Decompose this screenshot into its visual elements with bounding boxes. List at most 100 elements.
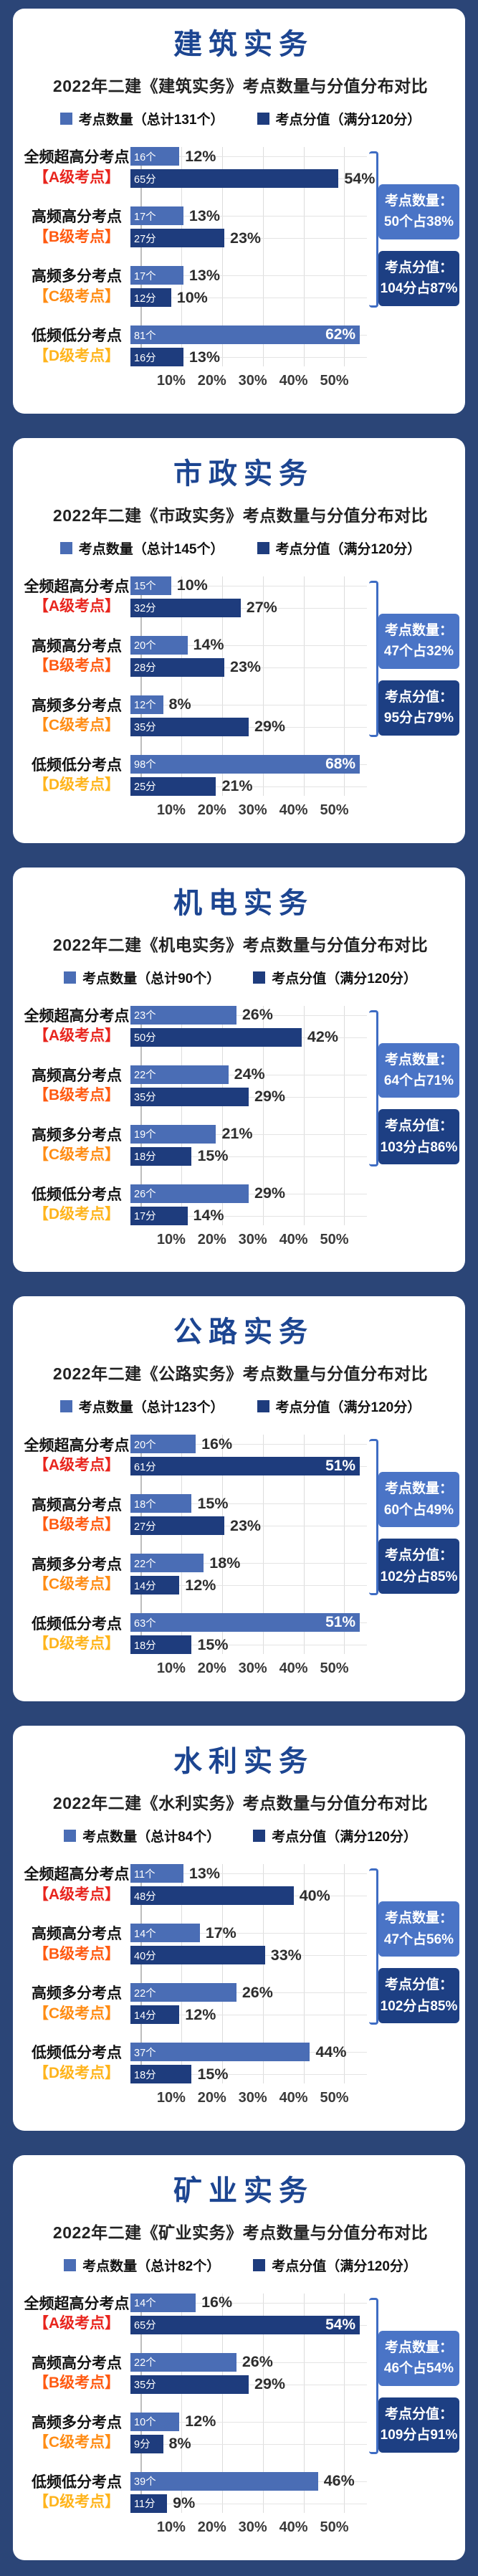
score-row: 14分 12% 12%: [130, 1576, 367, 1595]
summary-score-value: 95分占79%: [383, 710, 454, 726]
score-row: 27分 23% 23%: [130, 229, 367, 247]
category-group: 全频超高分考点 【A级考点】 23个 26% 26% 50分 42% 42%: [23, 1005, 367, 1047]
category-name: 高频高分考点: [32, 1496, 122, 1513]
summary-score-box: 考点分值： 104分占87%: [378, 250, 459, 306]
count-row: 16个 12% 12%: [130, 147, 367, 166]
category-name: 高频多分考点: [32, 698, 122, 714]
category-group: 低频低分考点 【D级考点】 63个 51% 51% 18分 15% 15%: [23, 1613, 367, 1655]
grade-label: 【D级考点】: [33, 1206, 120, 1223]
axis-tick-label: 30%: [238, 2519, 267, 2535]
category-group: 高频高分考点 【B级考点】 17个 13% 13% 27分 23% 23%: [23, 206, 367, 247]
summary-column: 考点数量： 50个占38% 考点分值： 104分占87%: [367, 147, 459, 392]
summary-score-title: 考点分值：: [384, 689, 453, 705]
count-bar: 11个 13%: [130, 1864, 183, 1883]
summary-score-box: 考点分值： 103分占86%: [378, 1109, 459, 1165]
category-group: 低频低分考点 【D级考点】 26个 29% 29% 17分 14% 14%: [23, 1184, 367, 1225]
subject-panel: 水利实务 2022年二建《水利实务》考点数量与分值分布对比 考点数量（总计84个…: [0, 1717, 478, 2147]
axis-tick-label: 30%: [238, 373, 267, 389]
count-bar: 63个 51%: [130, 1613, 360, 1632]
category-name: 高频高分考点: [32, 1926, 122, 1943]
grade-label: 【C级考点】: [33, 287, 120, 305]
score-bar: 35分 29%: [130, 717, 249, 736]
category-label: 全频超高分考点 【A级考点】: [23, 1435, 130, 1475]
score-legend-label: 考点分值（满分120分）: [272, 1830, 417, 1845]
score-bar: 28分 23%: [130, 657, 224, 677]
score-value-label: 61分: [134, 1461, 156, 1473]
grade-label: 【A级考点】: [33, 1456, 120, 1473]
count-percent-label: 68%: [325, 755, 356, 772]
legend-item-score: 考点分值（满分120分）: [257, 109, 421, 128]
score-row: 65分 54% 54%: [130, 169, 375, 188]
axis-tick-label: 40%: [279, 2519, 308, 2535]
score-value-label: 40分: [134, 1950, 156, 1962]
count-bar: 98个 68%: [130, 754, 360, 774]
score-bar: 11分 9%: [130, 2494, 168, 2513]
panel-title: 市政实务: [173, 457, 314, 490]
category-label: 高频多分考点 【C级考点】: [23, 266, 130, 307]
count-bar: 12个 8%: [130, 695, 163, 714]
grade-label: 【A级考点】: [33, 598, 120, 615]
summary-score-title: 考点分值：: [384, 1977, 453, 1993]
summary-score-value: 102分占85%: [380, 1998, 458, 2014]
category-bars: 17个 13% 13% 12分 10% 10%: [130, 266, 367, 307]
count-bar: 10个 12%: [130, 2412, 180, 2431]
count-value-label: 26个: [134, 1189, 156, 1201]
count-bar: 22个 24%: [130, 1065, 229, 1084]
category-label: 高频多分考点 【C级考点】: [23, 1125, 130, 1166]
score-bar: 35分 29%: [130, 1087, 249, 1106]
grade-label: 【A级考点】: [33, 1027, 120, 1045]
grade-label: 【D级考点】: [33, 1635, 120, 1652]
count-value-label: 17个: [134, 211, 156, 223]
category-group: 高频多分考点 【C级考点】 17个 13% 13% 12分 10% 10%: [23, 266, 367, 307]
score-value-label: 18分: [134, 2069, 156, 2081]
count-percent-label: 16%: [201, 1435, 233, 1453]
score-value-label: 35分: [134, 722, 156, 734]
score-value-label: 12分: [134, 293, 156, 305]
axis-tick-label: 50%: [320, 802, 349, 818]
count-percent-label: 13%: [188, 266, 220, 284]
legend-item-score: 考点分值（满分120分）: [253, 968, 417, 987]
count-row: 20个 14% 14%: [130, 635, 367, 655]
score-row: 17分 14% 14%: [130, 1206, 367, 1225]
axis-tick-label: 10%: [156, 2090, 186, 2106]
score-percent-label: 21%: [221, 777, 253, 795]
count-legend-label: 考点数量（总计90个）: [82, 971, 221, 987]
category-label: 高频多分考点 【C级考点】: [23, 695, 130, 736]
count-value-label: 11个: [134, 1868, 156, 1881]
grade-label: 【C级考点】: [33, 2434, 120, 2451]
score-percent-label: 23%: [230, 1516, 262, 1534]
category-name: 全频超高分考点: [24, 2296, 130, 2313]
count-percent-label: 18%: [209, 1554, 241, 1572]
subject-panel: 矿业实务 2022年二建《矿业实务》考点数量与分值分布对比 考点数量（总计82个…: [0, 2147, 478, 2576]
score-value-label: 35分: [134, 2380, 156, 2392]
count-percent-label: 12%: [185, 147, 216, 165]
summary-count-value: 64个占71%: [383, 1073, 454, 1089]
count-value-label: 10个: [134, 2417, 156, 2429]
count-bar: 20个 14%: [130, 635, 188, 655]
summary-count-value: 60个占49%: [383, 1502, 454, 1518]
category-name: 低频低分考点: [32, 2045, 122, 2062]
legend-item-score: 考点分值（满分120分）: [257, 1397, 421, 1416]
category-label: 高频高分考点 【B级考点】: [23, 2353, 130, 2394]
count-value-label: 81个: [134, 330, 156, 342]
category-bars: 16个 12% 12% 65分 54% 54%: [130, 147, 375, 188]
axis-tick-label: 20%: [197, 2519, 226, 2535]
score-legend-label: 考点分值（满分120分）: [272, 971, 417, 987]
category-bars: 19个 21% 21% 18分 15% 15%: [130, 1124, 367, 1166]
score-row: 18分 15% 15%: [130, 2065, 367, 2084]
count-row: 14个 16% 16%: [130, 2293, 367, 2312]
bar-chart: 全频超高分考点 【A级考点】 16个 12% 12% 65分 54% 54% 高…: [23, 147, 459, 392]
category-group: 高频高分考点 【B级考点】 22个 24% 24% 35分 29% 29%: [23, 1065, 367, 1106]
axis-tick-label: 10%: [156, 1660, 186, 1677]
summary-score-value: 109分占91%: [380, 2428, 458, 2443]
category-bars: 10个 12% 12% 9分 8% 8%: [130, 2412, 367, 2453]
category-group: 高频多分考点 【C级考点】 22个 26% 26% 14分 12% 12%: [23, 1983, 367, 2025]
count-percent-label: 10%: [176, 576, 208, 594]
score-percent-label: 12%: [185, 1576, 216, 1594]
count-value-label: 63个: [134, 1617, 156, 1630]
category-name: 低频低分考点: [32, 2474, 122, 2491]
panel-card: 市政实务 2022年二建《市政实务》考点数量与分值分布对比 考点数量（总计145…: [13, 437, 465, 843]
score-percent-label: 12%: [185, 2005, 216, 2023]
bar-chart: 全频超高分考点 【A级考点】 15个 10% 10% 32分 27% 27% 高…: [23, 576, 459, 822]
